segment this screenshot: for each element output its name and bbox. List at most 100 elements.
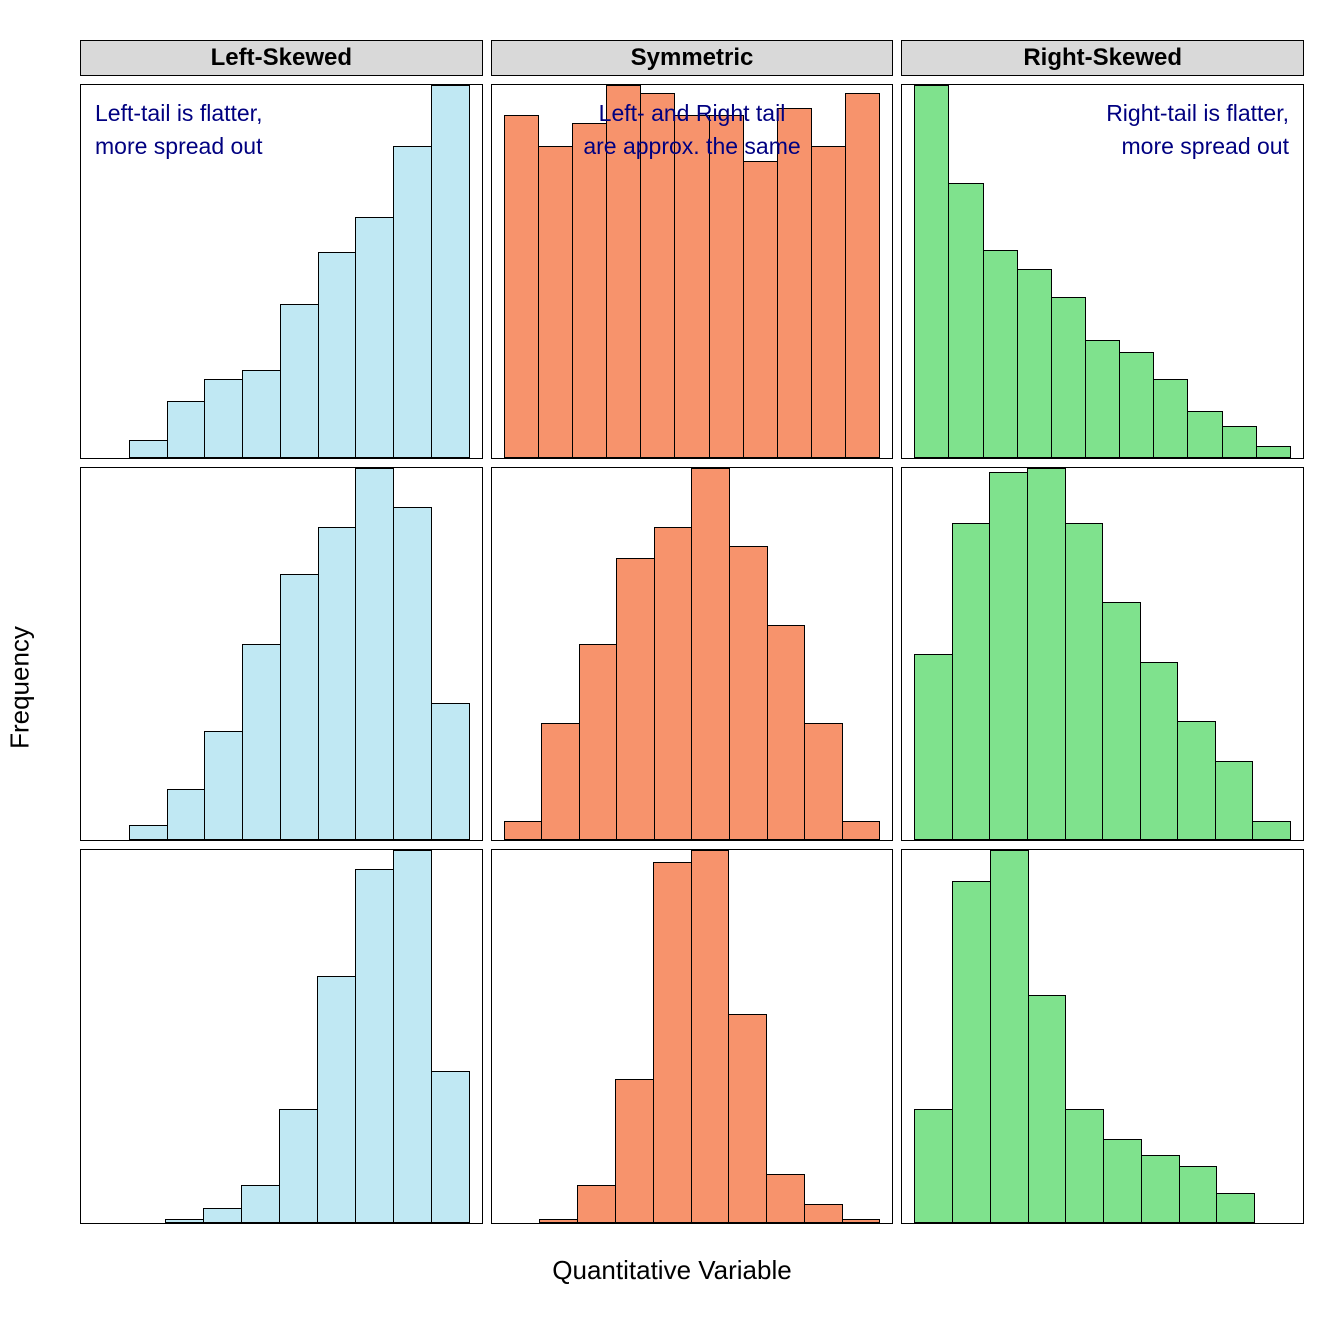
histogram-bar [280,304,319,457]
column-header: Symmetric [491,40,894,76]
bars-container [504,468,881,841]
histogram-bar [280,574,319,841]
histogram-bar [1179,1166,1218,1223]
histogram-bar [318,527,357,841]
histogram-bar [952,523,991,840]
histogram-bar [1141,1155,1180,1223]
histogram-panel [491,467,894,842]
y-axis-label: Frequency [5,626,36,749]
histogram-bar [1102,602,1141,840]
histogram-bar [653,862,692,1223]
histogram-bar [948,183,983,458]
histogram-panel [901,849,1304,1224]
histogram-panel [80,849,483,1224]
histogram-bar [1140,662,1179,840]
histogram-bar [539,1219,578,1223]
histogram-bar [431,1071,470,1223]
histogram-bar [541,723,580,841]
histogram-panel [491,849,894,1224]
histogram-bar [1187,411,1222,458]
histogram-bar [504,115,539,457]
histogram-bar [1252,821,1291,841]
histogram-bar [572,123,607,458]
histogram-bar [1177,721,1216,840]
chart-wrapper: Frequency Quantitative Variable Left-Ske… [0,0,1344,1344]
histogram-bar [242,644,281,840]
x-axis-label: Quantitative Variable [552,1255,791,1286]
panel-annotation: Left-tail is flatter, more spread out [95,97,262,164]
histogram-bar [431,703,470,840]
histogram-bar [989,472,1028,841]
histogram-bar [203,1208,242,1223]
histogram-bar [431,85,470,458]
histogram-bar [743,161,778,458]
histogram-bar [1119,352,1154,458]
histogram-bar [842,1219,881,1223]
histogram-bar [811,146,846,458]
histogram-bar [1017,269,1052,457]
histogram-bar [990,850,1029,1223]
histogram-bar [317,976,356,1223]
histogram-bar [577,1185,616,1223]
histogram-bar [355,869,394,1223]
histogram-bar [538,146,573,458]
histogram-bar [1028,995,1067,1223]
histogram-bar [674,115,709,457]
histogram-bar [729,546,768,840]
histogram-bar [1256,446,1291,458]
panel-annotation: Left- and Right tail are approx. the sam… [492,97,893,164]
histogram-bar [129,440,168,458]
histogram-bar [691,850,730,1223]
histogram-panel [80,467,483,842]
histogram-bar [279,1109,318,1223]
bars-container [93,468,470,841]
histogram-bar [914,1109,953,1223]
histogram-bar [393,850,432,1223]
histogram-bar [1051,297,1086,458]
histogram-bar [804,723,843,841]
histogram-panel: Left- and Right tail are approx. the sam… [491,84,894,459]
histogram-bar [1085,340,1120,458]
histogram-bar [1027,468,1066,841]
histogram-bar [167,401,206,458]
histogram-bar [204,731,243,841]
histogram-bar [691,468,730,841]
histogram-bar [1222,426,1257,457]
histogram-panel [901,467,1304,842]
histogram-bar [318,252,357,458]
histogram-bar [709,115,744,457]
histogram-bar [728,1014,767,1223]
histogram-bar [504,821,543,841]
histogram-bar [1215,761,1254,840]
histogram-bar [1065,1109,1104,1223]
histogram-bar [167,789,206,840]
column-header: Right-Skewed [901,40,1304,76]
histogram-bar [616,558,655,840]
histogram-bar [766,1174,805,1223]
histogram-bar [165,1219,204,1223]
histogram-bar [914,654,953,840]
bars-container [93,850,470,1223]
bars-container [504,850,881,1223]
histogram-bar [355,217,394,458]
histogram-bar [393,507,432,840]
histogram-bar [1216,1193,1255,1223]
histogram-bar [579,644,618,840]
histogram-bar [242,370,281,458]
histogram-bar [615,1079,654,1223]
histogram-panel: Left-tail is flatter, more spread out [80,84,483,459]
panel-grid: Left-SkewedSymmetricRight-Skewed Left-tai… [80,40,1304,1224]
histogram-bar [241,1185,280,1223]
histogram-bar [983,250,1018,458]
histogram-bar [914,85,949,458]
column-header: Left-Skewed [80,40,483,76]
bars-container [914,468,1291,841]
histogram-bar [1153,379,1188,457]
histogram-bar [767,625,806,841]
bars-container [914,850,1291,1223]
histogram-bar [1065,523,1104,840]
histogram-bar [952,881,991,1223]
histogram-bar [804,1204,843,1223]
histogram-bar [842,821,881,841]
histogram-bar [654,527,693,841]
